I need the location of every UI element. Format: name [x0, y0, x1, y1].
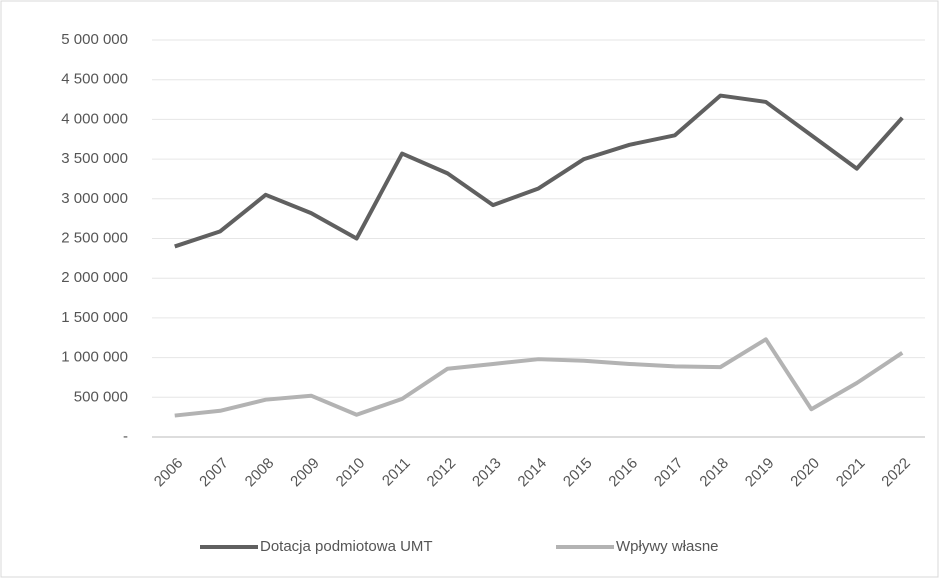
y-tick-label: 500 000	[74, 388, 128, 405]
y-tick-label: 5 000 000	[61, 31, 128, 48]
y-tick-label: 3 000 000	[61, 190, 128, 207]
y-tick-label: 4 000 000	[61, 110, 128, 127]
y-tick-label: 1 000 000	[61, 349, 128, 366]
legend-label: Dotacja podmiotowa UMT	[260, 538, 433, 555]
y-tick-label: 2 500 000	[61, 229, 128, 246]
series-line	[174, 93, 904, 249]
series-line	[174, 337, 904, 418]
y-tick-label: 3 500 000	[61, 150, 128, 167]
legend-label: Wpływy własne	[616, 538, 719, 555]
y-tick-label: 2 000 000	[61, 269, 128, 286]
y-tick-label: 1 500 000	[61, 309, 128, 326]
y-tick-label: -	[123, 428, 128, 445]
y-tick-label: 4 500 000	[61, 71, 128, 88]
